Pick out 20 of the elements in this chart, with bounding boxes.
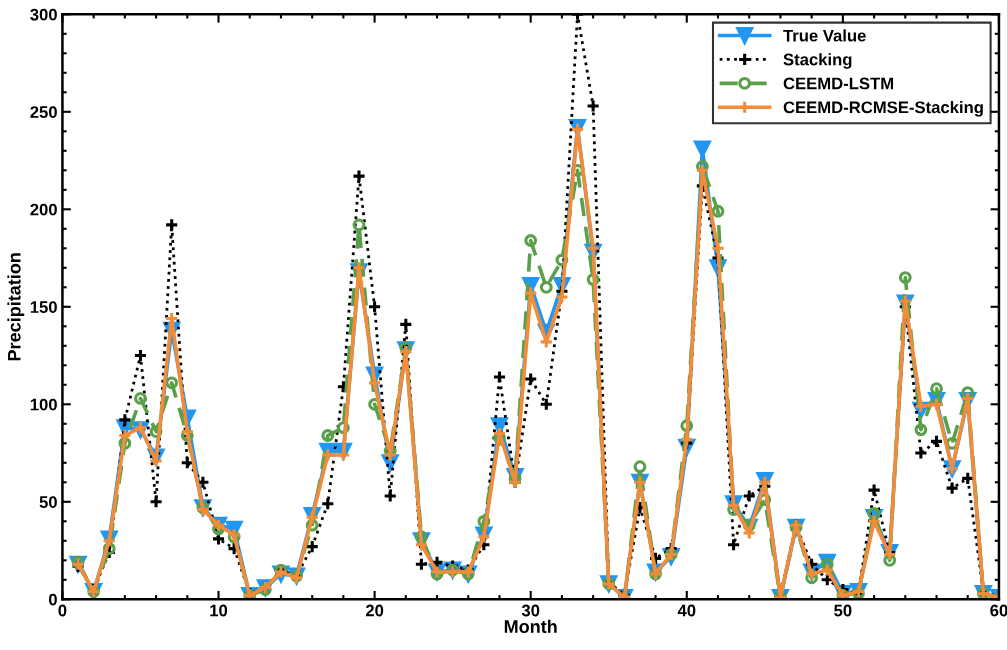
x-tick-label: 30 [521,604,540,617]
y-axis-title: Precipitation [7,253,25,361]
legend-label: CEEMD-RCMSE-Stacking [783,100,983,117]
legend-label: Stacking [783,53,852,69]
y-tick-label: 200 [30,203,57,216]
y-tick-label: 50 [39,496,57,508]
x-axis-title: Month [504,619,557,633]
y-tick-label: 250 [30,106,57,118]
x-tick-label: 60 [990,604,1007,617]
legend-label: True Value [783,29,866,42]
y-tick-label: 100 [30,398,57,411]
legend-label: CEEMD-LSTM [783,77,893,90]
x-tick-label: 10 [210,604,228,617]
x-tick-label: 50 [834,604,852,617]
y-tick-label: 150 [30,301,57,313]
x-tick-label: 20 [365,604,384,617]
x-tick-label: 0 [58,604,67,617]
y-tick-label: 300 [30,8,57,21]
x-tick-label: 40 [677,604,696,617]
y-tick-label: 0 [48,593,57,606]
